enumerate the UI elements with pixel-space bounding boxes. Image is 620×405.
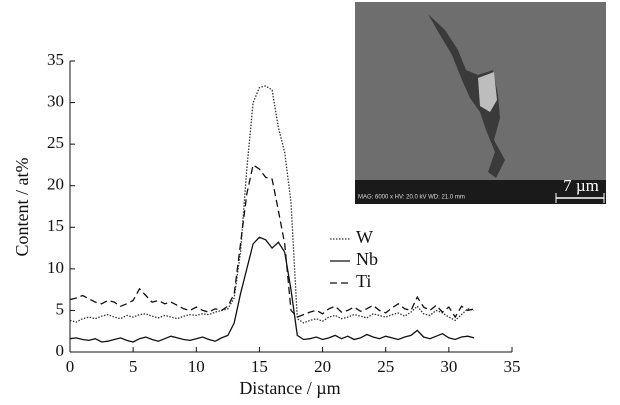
x-tick-label: 25 — [377, 357, 394, 376]
x-tick-label: 15 — [251, 357, 268, 376]
inset-image: MAG: 6000 x HV: 20.0 kV WD: 21.0 mm 7 µm — [355, 2, 606, 204]
y-tick-label: 30 — [47, 91, 64, 110]
particle — [478, 72, 497, 112]
image-info: MAG: 6000 x HV: 20.0 kV WD: 21.0 mm — [358, 195, 465, 201]
y-tick-label: 20 — [47, 175, 64, 194]
x-axis-label: Distance / µm — [239, 378, 340, 398]
line-dotted — [69, 85, 475, 324]
legend-label: W — [356, 227, 373, 247]
x-tick-label: 20 — [314, 357, 331, 376]
x-tick-label: 0 — [66, 357, 75, 376]
scale-label: 7 µm — [563, 176, 599, 195]
y-axis-label: Content / at% — [12, 158, 32, 257]
y-tick-label: 25 — [47, 133, 64, 152]
y-tick-label: 15 — [47, 216, 64, 235]
y-tick-label: 5 — [56, 299, 65, 318]
x-tick-label: 35 — [504, 357, 521, 376]
line-dashed — [69, 163, 475, 319]
legend-label: Nb — [356, 249, 378, 269]
x-tick-label: 30 — [440, 357, 457, 376]
y-tick-label: 10 — [47, 258, 64, 277]
y-tick-label: 35 — [47, 50, 64, 69]
y-tick-label: 0 — [56, 341, 65, 360]
x-tick-label: 5 — [129, 357, 138, 376]
info-bar — [355, 180, 606, 204]
x-tick-label: 10 — [188, 357, 205, 376]
legend-label: Ti — [356, 271, 371, 291]
line-solid — [69, 236, 475, 343]
